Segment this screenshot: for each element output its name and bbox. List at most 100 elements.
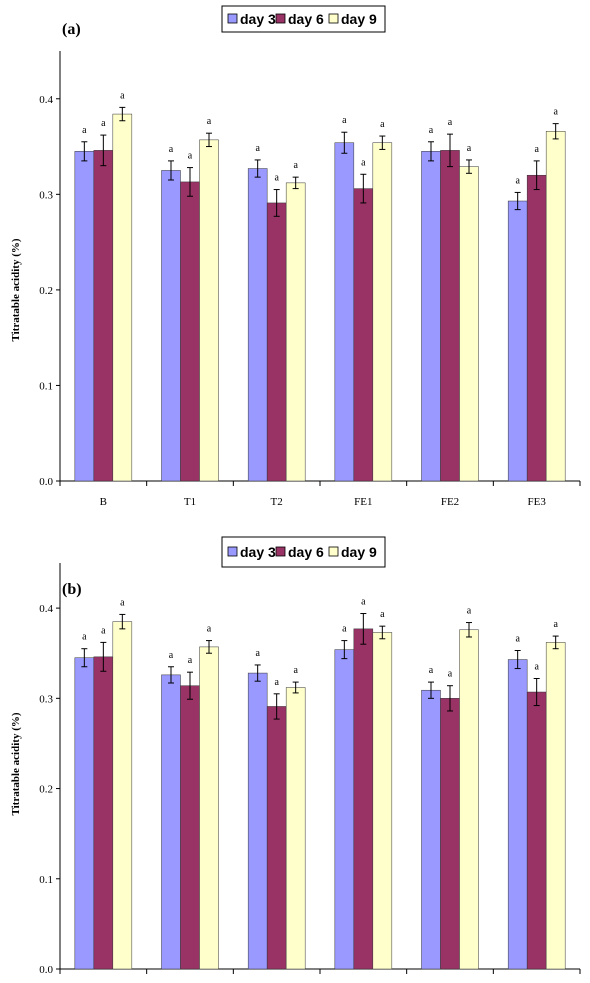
bar-day-9 — [285, 182, 306, 482]
legend: day 3 day 6 day 9 — [221, 536, 386, 568]
significance-label: a — [207, 624, 212, 635]
y-tick-label: 0.0 — [39, 964, 53, 976]
legend-swatch-day-6 — [275, 546, 286, 557]
y-tick-label: 0.3 — [39, 693, 53, 705]
bar-day-6 — [353, 188, 374, 482]
significance-label: a — [188, 655, 193, 666]
y-tick-label: 0.2 — [39, 285, 53, 297]
significance-label: a — [534, 144, 539, 155]
x-tick-label: FE2 — [441, 496, 459, 508]
bar-day-3 — [507, 200, 528, 482]
significance-label: a — [120, 90, 125, 101]
legend-label-day-9: day 9 — [341, 11, 377, 27]
bar-day-9 — [199, 139, 219, 482]
legend-label-day-3: day 3 — [240, 11, 276, 27]
significance-label: a — [188, 151, 193, 162]
significance-label: a — [553, 107, 558, 118]
y-tick-label: 0.4 — [39, 94, 53, 106]
significance-label: a — [169, 144, 174, 155]
significance-label: a — [553, 619, 558, 630]
bar-day-6 — [180, 685, 200, 970]
y-tick-label: 0.1 — [39, 874, 53, 886]
bar-day-9 — [545, 642, 566, 970]
significance-label: a — [515, 634, 520, 645]
bar-day-6 — [93, 656, 114, 970]
x-tick-label: T2 — [271, 496, 283, 508]
panel-label: (a) — [62, 21, 81, 38]
bar-day-9 — [459, 629, 479, 970]
significance-label: a — [380, 119, 385, 130]
x-tick-label: T1 — [184, 496, 196, 508]
significance-label: a — [342, 115, 347, 126]
significance-label: a — [293, 665, 298, 676]
legend-swatch-day-9 — [328, 546, 339, 557]
significance-label: a — [101, 118, 106, 129]
significance-label: a — [361, 597, 366, 608]
bar-day-9 — [199, 646, 219, 970]
chart-panel-a: day 3 day 6 day 9 (a) Titratable acidity (%)… — [10, 5, 581, 508]
bar-day-9 — [112, 621, 133, 970]
legend-swatch-day-6 — [275, 13, 286, 24]
bar-day-3 — [161, 674, 181, 970]
bar-day-9 — [285, 687, 306, 970]
legend-swatch-day-9 — [328, 13, 339, 24]
bar-day-9 — [372, 142, 393, 482]
significance-label: a — [255, 648, 260, 659]
bar-day-3 — [334, 649, 355, 970]
bar-day-6 — [180, 181, 200, 482]
significance-label: a — [515, 175, 520, 186]
legend-label-day-6: day 6 — [288, 11, 324, 27]
chart-panel-b: day 3 day 6 day 9 (b) Titratable acidity (%)… — [10, 536, 581, 976]
significance-label: a — [255, 143, 260, 154]
significance-label: a — [101, 625, 106, 636]
significance-label: a — [448, 669, 453, 680]
y-tick-label: 0.4 — [39, 603, 53, 615]
legend-label-day-6: day 6 — [288, 544, 324, 560]
bar-day-3 — [74, 151, 95, 482]
significance-label: a — [361, 157, 366, 168]
panel-label: (b) — [62, 581, 82, 598]
significance-label: a — [448, 117, 453, 128]
bar-day-6 — [526, 691, 547, 970]
bar-day-3 — [247, 168, 268, 482]
bar-day-3 — [74, 657, 95, 970]
significance-label: a — [274, 173, 279, 184]
bar-day-9 — [545, 131, 566, 482]
bar-day-9 — [459, 166, 479, 482]
significance-label: a — [342, 624, 347, 635]
significance-label: a — [82, 125, 87, 136]
x-tick-label: FE1 — [354, 496, 372, 508]
legend-label-day-9: day 9 — [341, 544, 377, 560]
legend-box — [221, 5, 386, 33]
significance-label: a — [120, 597, 125, 608]
bar-day-6 — [353, 628, 374, 970]
bar-day-6 — [526, 174, 547, 482]
bar-day-3 — [334, 142, 355, 482]
significance-label: a — [429, 125, 434, 136]
significance-label: a — [380, 609, 385, 620]
y-tick-label: 0.0 — [39, 476, 53, 488]
y-tick-label: 0.2 — [39, 784, 53, 796]
bar-day-6 — [440, 150, 460, 482]
legend-label-day-3: day 3 — [240, 544, 276, 560]
significance-label: a — [274, 677, 279, 688]
y-axis-title: Titratable acidity (%) — [10, 238, 22, 341]
bar-day-9 — [112, 113, 133, 482]
bar-day-3 — [161, 170, 181, 482]
significance-label: a — [467, 606, 472, 617]
y-tick-label: 0.1 — [39, 380, 53, 392]
bar-day-3 — [247, 672, 268, 970]
bar-day-3 — [421, 689, 441, 970]
significance-label: a — [534, 661, 539, 672]
bar-day-3 — [421, 151, 441, 482]
bar-day-6 — [440, 698, 460, 970]
bar-day-6 — [266, 202, 287, 482]
legend-swatch-day-3 — [227, 13, 238, 24]
significance-label: a — [207, 116, 212, 127]
bar-day-6 — [93, 150, 114, 482]
significance-label: a — [169, 650, 174, 661]
bar-day-3 — [507, 659, 528, 970]
x-tick-label: FE3 — [527, 496, 546, 508]
